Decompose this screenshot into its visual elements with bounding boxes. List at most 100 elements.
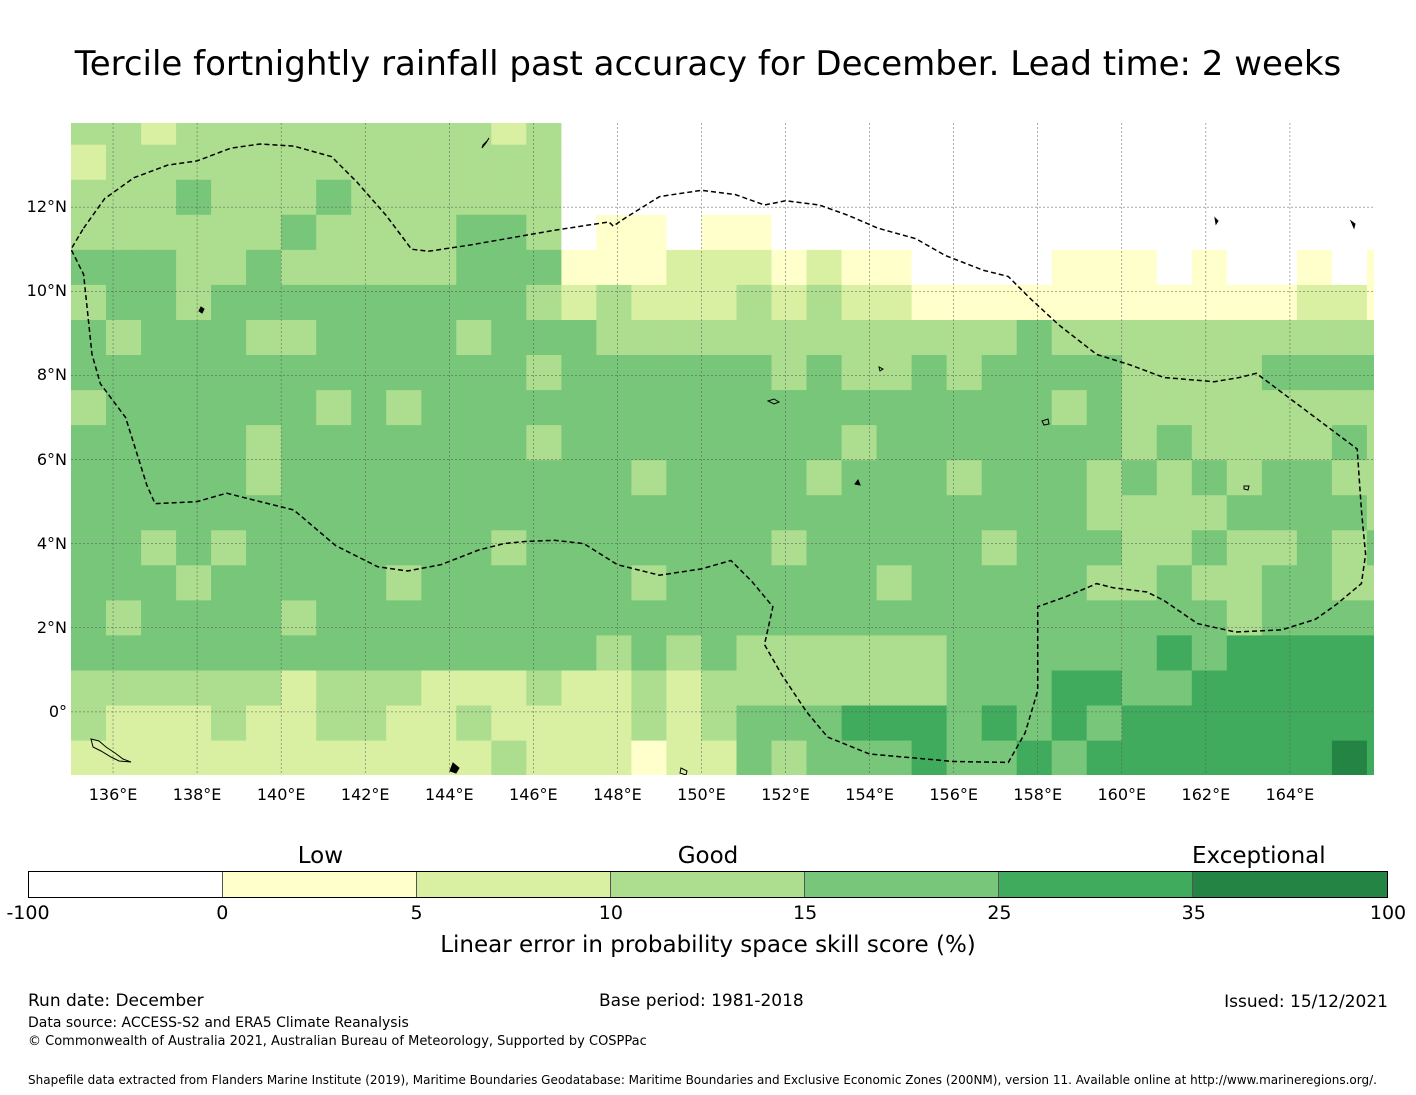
grid-cell [1156, 319, 1193, 355]
grid-cell [141, 634, 177, 671]
grid-cell [71, 284, 107, 320]
eez-boundary-line [71, 143, 1367, 764]
grid-cell [316, 284, 352, 320]
grid-cell [316, 529, 352, 566]
grid-cell [176, 319, 212, 355]
grid-cell [631, 179, 667, 215]
grid-cell [246, 144, 282, 180]
grid-cell [736, 599, 773, 636]
grid-cell [211, 123, 247, 145]
grid-cell [106, 144, 142, 180]
grid-cell [1051, 214, 1088, 250]
grid-cell [421, 319, 457, 355]
grid-cell [526, 144, 562, 180]
grid-cell [141, 704, 177, 741]
grid-cell [211, 424, 247, 461]
grid-cell [456, 564, 492, 601]
grid-cell [911, 214, 948, 250]
grid-cell [1086, 123, 1123, 145]
run-date: Run date: December [28, 991, 204, 1011]
grid-cell [736, 214, 773, 250]
grid-cell [211, 179, 247, 215]
grid-cell [1191, 599, 1228, 636]
grid-cell [351, 354, 387, 391]
grid-cell [1156, 354, 1193, 391]
grid-cell [1261, 494, 1298, 531]
grid-cell [1226, 704, 1263, 741]
grid-cell [981, 704, 1018, 741]
grid-cell [386, 459, 422, 496]
grid-cell [876, 529, 913, 566]
grid-cell [211, 529, 247, 566]
grid-cell [561, 389, 597, 426]
grid-cell [421, 284, 457, 320]
grid-cell [456, 284, 492, 320]
grid-cell [701, 319, 738, 355]
grid-cell [526, 214, 562, 250]
grid-cell [666, 634, 702, 671]
grid-cell [386, 249, 422, 285]
grid-cell [316, 739, 352, 775]
grid-cell [876, 459, 913, 496]
grid-cell [911, 123, 948, 145]
grid-cell [981, 284, 1018, 320]
grid-cell [71, 249, 107, 285]
grid-cell [176, 459, 212, 496]
grid-cell [806, 389, 843, 426]
grid-cell [981, 599, 1018, 636]
colorbar-segment [611, 872, 805, 897]
grid-cell [701, 529, 738, 566]
grid-cell [596, 704, 632, 741]
grid-cell [596, 494, 632, 531]
grid-cell [1226, 564, 1263, 601]
grid-cell [456, 354, 492, 391]
grid-cell [106, 564, 142, 601]
grid-cell [1261, 144, 1298, 180]
grid-cell [981, 459, 1018, 496]
colorbar-title: Linear error in probability space skill … [440, 932, 976, 958]
grid-cell [876, 704, 913, 741]
grid-cell [421, 424, 457, 461]
grid-cell [421, 249, 457, 285]
grid-cell [1226, 179, 1263, 215]
grid-cell [701, 564, 738, 601]
grid-cell [771, 634, 808, 671]
grid-cell [1366, 144, 1374, 180]
grid-cell [211, 704, 247, 741]
grid-cell [316, 144, 352, 180]
grid-cell [246, 564, 282, 601]
colorbar-tick-label: -100 [6, 902, 50, 924]
grid-cell [561, 739, 597, 775]
issued-date: Issued: 15/12/2021 [1224, 992, 1388, 1012]
grid-cell [106, 354, 142, 391]
grid-cell [771, 739, 808, 775]
grid-cell [1016, 424, 1053, 461]
grid-cell [421, 389, 457, 426]
grid-cell [246, 739, 282, 775]
grid-cell [316, 319, 352, 355]
grid-cell [526, 459, 562, 496]
grid-cell [841, 634, 878, 671]
lon-label: 164°E [1265, 785, 1315, 804]
grid-cell [456, 319, 492, 355]
grid-cell [736, 494, 773, 531]
grid-cell [771, 123, 808, 145]
grid-cell [456, 494, 492, 531]
grid-cell [1331, 179, 1368, 215]
grid-cell [1191, 669, 1228, 706]
grid-cell [456, 634, 492, 671]
skill-score-map [71, 123, 1374, 775]
grid-cell [561, 669, 597, 706]
grid-cell [176, 389, 212, 426]
grid-cell [176, 249, 212, 285]
grid-cell [561, 529, 597, 566]
grid-cell [1016, 284, 1053, 320]
grid-cell [1156, 669, 1193, 706]
grid-cell [246, 179, 282, 215]
grid-cell [806, 179, 843, 215]
grid-cell [386, 354, 422, 391]
grid-cell [351, 704, 387, 741]
grid-cell [491, 179, 527, 215]
grid-cell [736, 529, 773, 566]
grid-cell [106, 123, 142, 145]
